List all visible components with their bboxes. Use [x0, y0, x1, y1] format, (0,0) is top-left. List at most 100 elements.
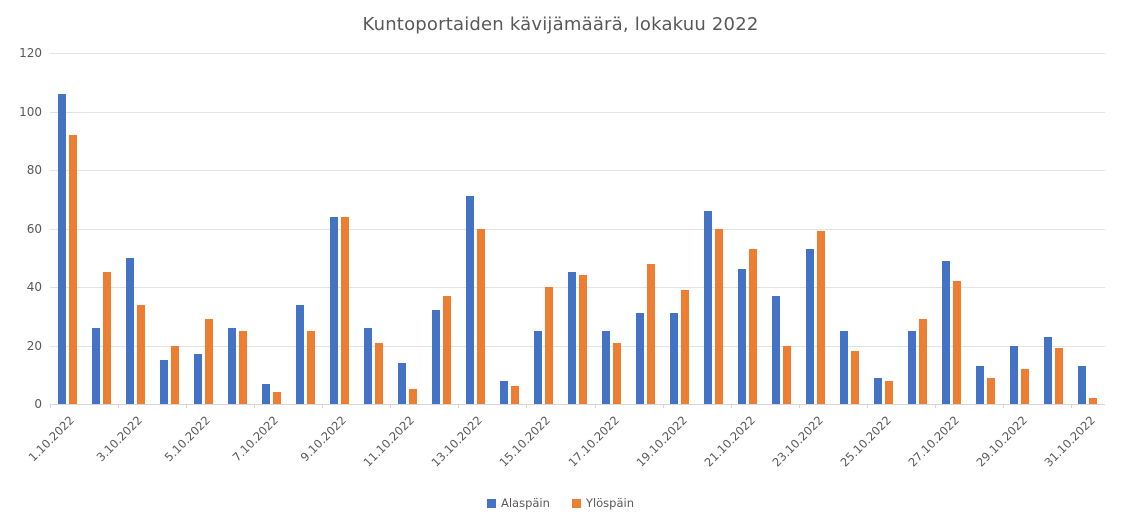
- gridline: [50, 170, 1105, 171]
- bar-alaspäin-26.10.2022: [908, 330, 917, 404]
- bar-ylöspäin-27.10.2022: [953, 281, 962, 404]
- bar-ylöspäin-8.10.2022: [306, 330, 315, 404]
- legend-item-ylospain: Ylöspäin: [571, 496, 634, 510]
- bar-alaspäin-8.10.2022: [295, 304, 304, 404]
- x-axis-tick: [1070, 404, 1072, 408]
- bar-alaspäin-7.10.2022: [261, 383, 270, 404]
- bar-alaspäin-24.10.2022: [840, 330, 849, 404]
- y-axis-label: 20: [26, 338, 42, 353]
- legend-label-alaspain: Alaspäin: [500, 496, 550, 510]
- x-axis-tick: [322, 404, 324, 408]
- bar-alaspäin-18.10.2022: [636, 313, 645, 404]
- bar-ylöspäin-17.10.2022: [613, 342, 622, 404]
- bar-ylöspäin-2.10.2022: [102, 272, 111, 404]
- legend-item-alaspain: Alaspäin: [486, 496, 550, 510]
- bar-alaspäin-4.10.2022: [159, 360, 168, 404]
- bar-alaspäin-23.10.2022: [806, 248, 815, 404]
- bar-alaspäin-16.10.2022: [568, 272, 576, 404]
- bar-ylöspäin-12.10.2022: [442, 295, 451, 404]
- bar-ylöspäin-10.10.2022: [374, 342, 383, 404]
- bar-alaspäin-14.10.2022: [499, 380, 508, 404]
- bar-ylöspäin-1.10.2022: [68, 134, 77, 404]
- bar-alaspäin-6.10.2022: [227, 327, 236, 404]
- bar-ylöspäin-9.10.2022: [340, 216, 349, 404]
- y-axis-label: 80: [26, 163, 42, 177]
- gridline: [50, 345, 1105, 347]
- bar-ylöspäin-4.10.2022: [170, 345, 179, 404]
- legend-swatch-alaspain: [486, 498, 496, 508]
- y-axis-label: 120: [19, 46, 42, 60]
- bar-alaspäin-28.10.2022: [976, 365, 985, 404]
- bar-alaspäin-22.10.2022: [772, 295, 781, 404]
- x-axis-tick: [594, 404, 596, 408]
- gridline: [50, 287, 1105, 288]
- x-axis-tick: [50, 404, 51, 408]
- bar-ylöspäin-29.10.2022: [1021, 368, 1030, 404]
- bar-alaspäin-25.10.2022: [874, 377, 883, 404]
- x-axis-tick: [186, 404, 188, 408]
- y-axis-label: 40: [26, 280, 42, 294]
- legend: Alaspäin Ylöspäin: [0, 496, 1121, 510]
- legend-swatch-ylospain: [571, 498, 581, 508]
- bar-alaspäin-29.10.2022: [1010, 345, 1019, 404]
- bar-alaspäin-3.10.2022: [125, 257, 134, 404]
- chart-title: Kuntoportaiden kävijämäärä, lokakuu 2022: [362, 14, 759, 35]
- bar-ylöspäin-25.10.2022: [885, 380, 894, 404]
- bar-ylöspäin-15.10.2022: [544, 287, 553, 404]
- bar-ylöspäin-19.10.2022: [681, 289, 690, 404]
- x-axis-tick: [730, 404, 732, 408]
- x-axis-tick: [866, 404, 868, 408]
- x-axis-tick: [390, 404, 392, 408]
- gridline: [50, 53, 1105, 54]
- bar-ylöspäin-14.10.2022: [510, 386, 519, 404]
- legend-label-ylospain: Ylöspäin: [585, 496, 634, 510]
- bar-alaspäin-21.10.2022: [738, 269, 747, 404]
- bar-ylöspäin-23.10.2022: [817, 231, 826, 404]
- bar-alaspäin-11.10.2022: [397, 363, 406, 404]
- bar-alaspäin-10.10.2022: [363, 327, 372, 404]
- bar-alaspäin-19.10.2022: [670, 313, 679, 404]
- bar-alaspäin-1.10.2022: [57, 93, 66, 404]
- x-axis-tick: [798, 404, 800, 408]
- bar-ylöspäin-13.10.2022: [476, 228, 485, 404]
- x-axis-tick: [526, 404, 528, 408]
- bar-ylöspäin-30.10.2022: [1055, 348, 1064, 404]
- bar-ylöspäin-26.10.2022: [919, 319, 928, 404]
- x-axis-tick: [254, 404, 256, 408]
- y-axis-label: 0: [34, 397, 42, 411]
- bar-ylöspäin-11.10.2022: [408, 389, 417, 404]
- bar-alaspäin-17.10.2022: [602, 330, 611, 404]
- bar-ylöspäin-21.10.2022: [749, 248, 758, 404]
- gridline: [50, 111, 1105, 113]
- x-axis-line: [50, 404, 1105, 405]
- bar-ylöspäin-7.10.2022: [272, 392, 281, 404]
- bar-ylöspäin-22.10.2022: [783, 345, 792, 404]
- x-axis-tick: [934, 404, 936, 408]
- bar-alaspäin-20.10.2022: [704, 210, 713, 404]
- bar-alaspäin-9.10.2022: [329, 216, 338, 404]
- bar-ylöspäin-6.10.2022: [238, 330, 247, 404]
- bar-ylöspäin-28.10.2022: [987, 377, 996, 404]
- bar-ylöspäin-20.10.2022: [715, 228, 724, 404]
- bar-alaspäin-31.10.2022: [1078, 365, 1087, 404]
- bar-ylöspäin-24.10.2022: [851, 351, 860, 404]
- y-axis-label: 60: [26, 221, 42, 236]
- bar-alaspäin-15.10.2022: [533, 330, 542, 404]
- bar-ylöspäin-31.10.2022: [1089, 398, 1098, 404]
- bar-alaspäin-2.10.2022: [91, 327, 100, 404]
- x-axis-tick: [1002, 404, 1004, 408]
- bar-alaspäin-13.10.2022: [465, 196, 474, 404]
- gridline: [50, 228, 1105, 230]
- bar-ylöspäin-3.10.2022: [136, 304, 145, 404]
- bar-ylöspäin-18.10.2022: [647, 263, 656, 404]
- bar-ylöspäin-16.10.2022: [579, 275, 587, 404]
- bar-ylöspäin-5.10.2022: [204, 319, 213, 404]
- x-axis-tick: [458, 404, 460, 408]
- x-axis-tick: [118, 404, 120, 408]
- bar-alaspäin-12.10.2022: [431, 310, 440, 404]
- bar-alaspäin-5.10.2022: [193, 354, 202, 404]
- bar-alaspäin-27.10.2022: [942, 260, 951, 404]
- bar-alaspäin-30.10.2022: [1044, 336, 1053, 404]
